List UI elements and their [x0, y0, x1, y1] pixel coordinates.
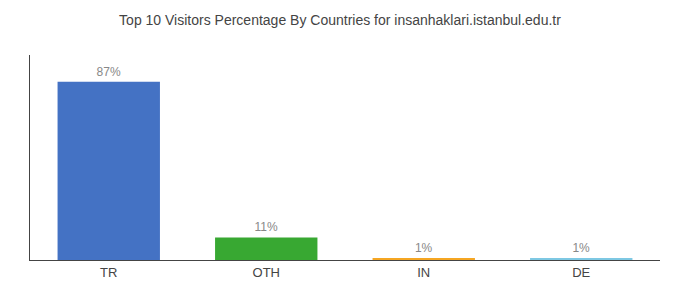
svg-text:TR: TR: [100, 265, 117, 280]
svg-text:Top 10 Visitors Percentage By: Top 10 Visitors Percentage By Countries …: [119, 12, 561, 28]
svg-text:1%: 1%: [572, 241, 590, 255]
svg-text:DE: DE: [572, 265, 590, 280]
svg-text:1%: 1%: [415, 241, 433, 255]
svg-text:87%: 87%: [97, 65, 121, 79]
svg-text:OTH: OTH: [253, 265, 280, 280]
svg-text:11%: 11%: [255, 220, 278, 234]
svg-text:IN: IN: [417, 265, 430, 280]
